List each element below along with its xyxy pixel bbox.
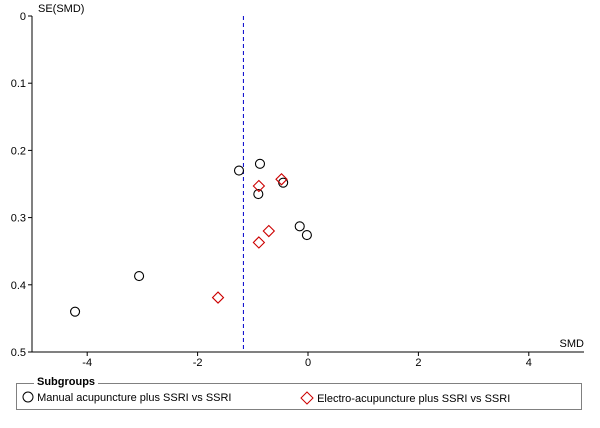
point-circle [294, 221, 305, 232]
point-diamond [211, 291, 225, 304]
point-circle [301, 230, 312, 241]
x-tick-label: 4 [526, 357, 532, 369]
data-points [70, 158, 312, 317]
point-circle [70, 306, 81, 317]
x-axis-title: SMD [560, 338, 585, 350]
x-tick-label: -4 [82, 357, 92, 369]
point-circle [134, 271, 145, 282]
legend-title: Subgroups [34, 376, 99, 388]
point-diamond [262, 224, 276, 238]
y-tick-label: 0 [20, 11, 26, 23]
point-circle [253, 189, 264, 200]
legend [16, 383, 582, 410]
point-diamond [252, 179, 266, 193]
y-tick-label: 0.3 [11, 213, 26, 225]
legend-item-electro: Electro-acupuncture plus SSRI vs SSRI [300, 391, 510, 405]
x-tick-label: 0 [305, 357, 311, 369]
diamond-marker-icon [300, 391, 314, 405]
x-tick-label: 2 [415, 357, 421, 369]
legend-label-manual: Manual acupuncture plus SSRI vs SSRI [37, 392, 232, 404]
point-diamond [275, 173, 288, 186]
y-tick-label: 0.5 [11, 347, 26, 359]
y-tick-label: 0.1 [11, 78, 26, 90]
y-tick-label: 0.4 [11, 280, 26, 292]
circle-marker-icon [22, 391, 34, 403]
point-circle [233, 165, 245, 176]
axes: 0 0.1 0.2 0.3 0.4 0.5 -4 -2 0 2 4 SE(SMD) SMD [11, 3, 584, 369]
x-tick-label: -2 [193, 357, 203, 369]
point-circle [254, 158, 266, 169]
legend-label-electro: Electro-acupuncture plus SSRI vs SSRI [317, 393, 511, 405]
y-tick-label: 0.2 [11, 145, 26, 157]
legend-item-manual: Manual acupuncture plus SSRI vs SSRI [22, 391, 232, 404]
y-axis-title: SE(SMD) [38, 3, 84, 15]
point-diamond [252, 236, 266, 249]
